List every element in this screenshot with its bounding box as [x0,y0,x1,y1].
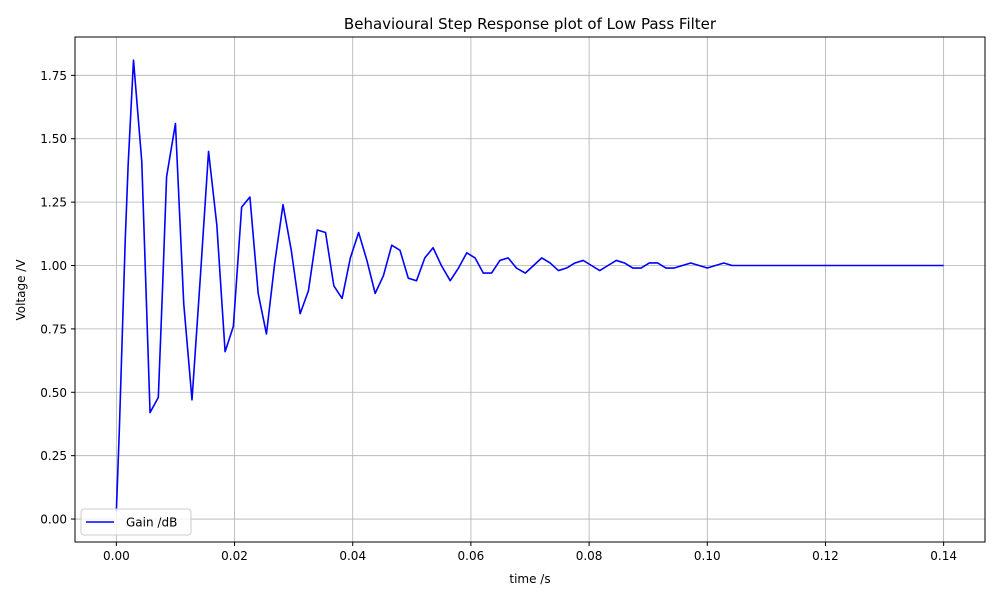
y-tick-label: 0.75 [40,322,67,336]
legend-label: Gain /dB [126,516,177,530]
legend-box [80,508,192,536]
x-axis-ticks: 0.00 0.02 0.04 0.06 0.08 0.10 0.12 0.14 [103,542,957,563]
x-tick-label: 0.00 [103,549,130,563]
y-tick-label: 0.25 [40,449,67,463]
x-tick-label: 0.12 [812,549,839,563]
y-axis-ticks: 0.00 0.25 0.50 0.75 1.00 1.25 1.50 1.75 [40,69,75,527]
y-tick-label: 1.75 [40,69,67,83]
x-tick-label: 0.06 [458,549,485,563]
legend: Gain /dB [80,508,192,536]
series-layer [115,59,944,512]
x-axis-title: time /s [509,572,550,586]
x-tick-label: 0.08 [576,549,603,563]
plot-frame [74,36,986,543]
grid-lines [75,37,985,542]
y-tick-label: 0.50 [40,386,67,400]
series-line-gain [115,59,944,512]
y-tick-label: 1.00 [40,259,67,273]
y-tick-label: 0.00 [40,513,67,527]
x-tick-label: 0.10 [694,549,721,563]
y-axis-title: Voltage /V [14,259,28,321]
x-tick-label: 0.02 [221,549,248,563]
chart-title: Behavioural Step Response plot of Low Pa… [344,15,717,33]
y-tick-label: 1.25 [40,196,67,210]
y-tick-label: 1.50 [40,132,67,146]
x-tick-label: 0.14 [930,549,957,563]
x-tick-label: 0.04 [339,549,366,563]
